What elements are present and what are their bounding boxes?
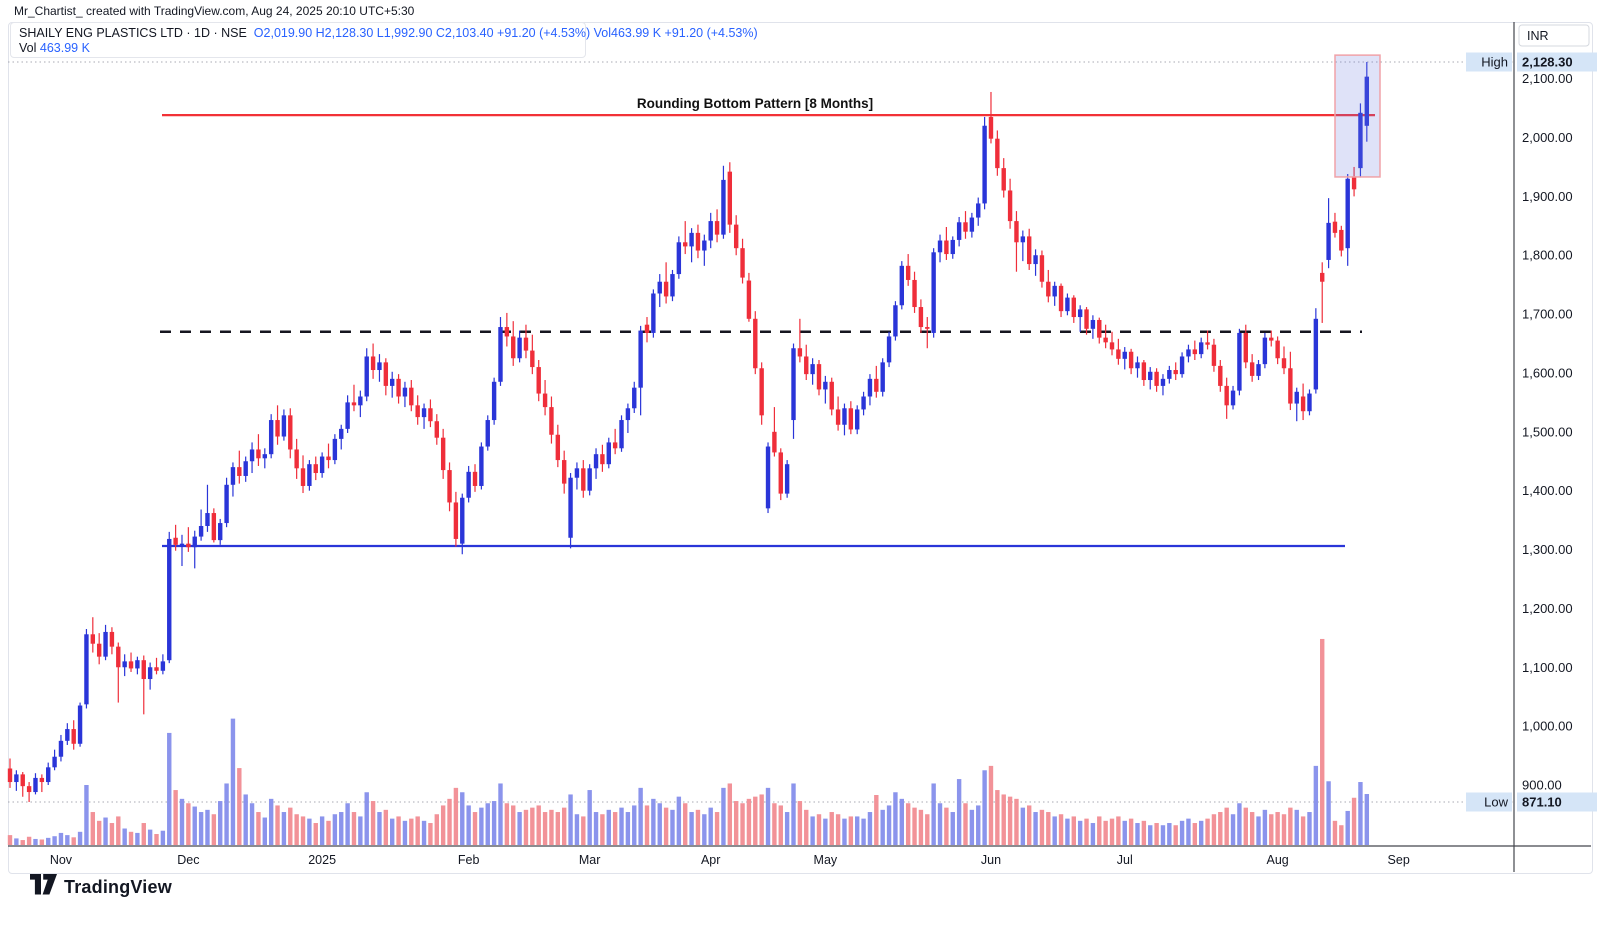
price-tick-label: 1,700.00 — [1522, 307, 1573, 322]
candles-layer[interactable] — [7, 62, 1370, 802]
volume-label: Vol — [19, 41, 37, 55]
price-tick-label: 1,500.00 — [1522, 424, 1573, 439]
month-label-mar: Mar — [579, 853, 601, 867]
price-tick-label: 1,400.00 — [1522, 483, 1573, 498]
credit-line: Mr_Chartist_ created with TradingView.co… — [14, 4, 415, 18]
price-tick-label: 1,000.00 — [1522, 719, 1573, 734]
month-label-dec: Dec — [177, 853, 199, 867]
tradingview-logo[interactable]: TradingView — [30, 874, 172, 900]
low-name-badge — [1466, 792, 1512, 812]
currency-label: INR — [1527, 29, 1549, 43]
low-value-badge — [1517, 792, 1597, 812]
price-tick-label: 900.00 — [1522, 777, 1562, 792]
high-name-text: High — [1481, 55, 1508, 70]
price-tick-label: 1,300.00 — [1522, 542, 1573, 557]
price-tick-label: 1,200.00 — [1522, 601, 1573, 616]
price-tick-label: 1,900.00 — [1522, 189, 1573, 204]
high-name-badge — [1466, 52, 1512, 72]
price-tick-label: 1,800.00 — [1522, 248, 1573, 263]
high-value-text: 2,128.30 — [1522, 55, 1573, 70]
symbol-legend[interactable]: SHAILY ENG PLASTICS LTD · 1D · NSE O2,01… — [10, 22, 758, 58]
volume-value: 463.99 K — [39, 41, 90, 55]
price-tick-label: 2,100.00 — [1522, 71, 1573, 86]
price-tick-label: 2,000.00 — [1522, 130, 1573, 145]
month-label-nov: Nov — [50, 853, 73, 867]
month-label-jun: Jun — [981, 853, 1001, 867]
price-axis[interactable]: 2,100.00 2,000.00 1,900.00 1,800.00 1,700.00… — [1522, 71, 1573, 792]
month-label-aug: Aug — [1267, 853, 1289, 867]
month-label-apr: Apr — [701, 853, 720, 867]
legend-volume-line: Vol 463.99 K — [19, 41, 577, 56]
month-label-feb: Feb — [458, 853, 480, 867]
time-axis[interactable]: Nov Dec 2025 Feb Mar Apr May Jun Jul Aug Sep — [50, 853, 1410, 867]
low-value-text: 871.10 — [1522, 794, 1562, 809]
tradingview-brand-text: TradingView — [64, 876, 172, 897]
currency-box[interactable] — [1518, 24, 1590, 47]
pattern-annotation-label[interactable]: Rounding Bottom Pattern [8 Months] — [637, 96, 873, 111]
price-tick-label: 1,600.00 — [1522, 365, 1573, 380]
symbol-title: SHAILY ENG PLASTICS LTD · 1D · NSE — [19, 26, 247, 40]
month-label-2025: 2025 — [308, 853, 336, 867]
price-tick-label: 1,100.00 — [1522, 660, 1573, 675]
month-label-jul: Jul — [1117, 853, 1133, 867]
tradingview-mark-icon — [30, 874, 57, 900]
low-name-text: Low — [1484, 794, 1508, 809]
legend-ohlc-line: SHAILY ENG PLASTICS LTD · 1D · NSE O2,01… — [19, 25, 758, 41]
high-value-badge — [1517, 52, 1597, 72]
volume-bars-layer — [7, 638, 1370, 845]
ohlc-values: O2,019.90 H2,128.30 L1,992.90 C2,103.40 … — [253, 26, 758, 40]
month-label-may: May — [814, 853, 838, 867]
breakout-highlight-box[interactable] — [1334, 54, 1381, 178]
month-label-sep: Sep — [1388, 853, 1410, 867]
